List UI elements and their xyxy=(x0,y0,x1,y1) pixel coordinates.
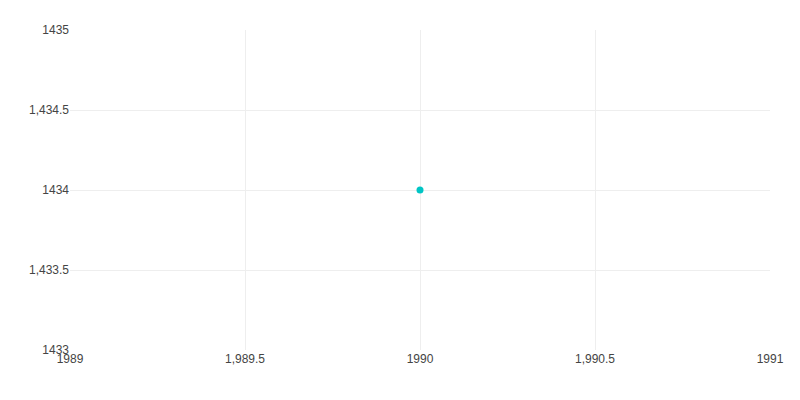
svg-text:1,434.5: 1,434.5 xyxy=(29,103,69,117)
svg-text:1,989.5: 1,989.5 xyxy=(225,352,265,366)
svg-text:1434: 1434 xyxy=(42,183,69,197)
svg-text:1435: 1435 xyxy=(42,23,69,37)
svg-text:1,433.5: 1,433.5 xyxy=(29,263,69,277)
svg-text:1433: 1433 xyxy=(42,343,69,357)
svg-text:1990: 1990 xyxy=(407,352,434,366)
svg-text:1989: 1989 xyxy=(57,352,84,366)
svg-text:1,990.5: 1,990.5 xyxy=(575,352,615,366)
svg-text:1991: 1991 xyxy=(757,352,784,366)
